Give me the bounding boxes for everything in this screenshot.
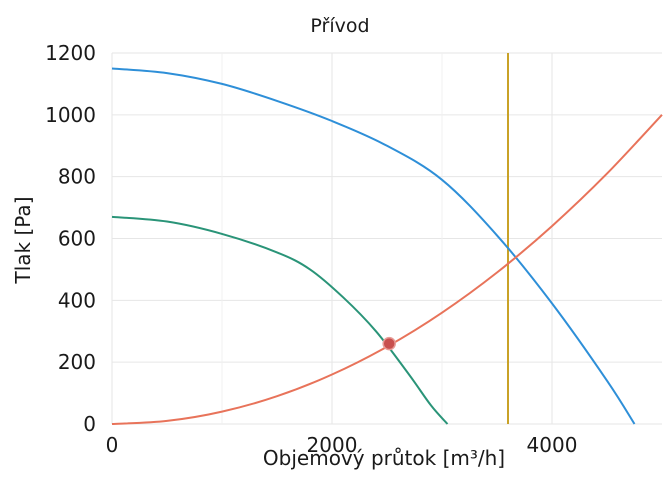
y-tick-label: 600 [58,227,96,251]
x-tick-label: 0 [106,433,119,457]
x-tick-label: 4000 [527,433,578,457]
y-tick-label: 800 [58,165,96,189]
y-axis-ticks: 0 200 400 600 800 1000 1200 [45,41,96,436]
x-tick-label: 2000 [307,433,358,457]
plot-area [111,53,663,425]
x-axis-ticks: 0 2000 4000 [106,433,578,457]
y-tick-label: 400 [58,288,96,312]
y-tick-label: 1000 [45,103,96,127]
series-line-3 [111,114,663,425]
y-axis-label: Tlak [Pa] [11,197,35,285]
grid [111,52,662,425]
x-axis-label: Objemový průtok [m³/h] [263,446,505,470]
y-tick-label: 1200 [45,41,96,65]
series-line-2 [111,215,449,425]
y-tick-label: 200 [58,350,96,374]
operating-point [382,336,396,351]
chart-title: Přívod [310,15,369,37]
series-line-1 [111,67,636,425]
y-tick-label: 0 [83,412,96,436]
